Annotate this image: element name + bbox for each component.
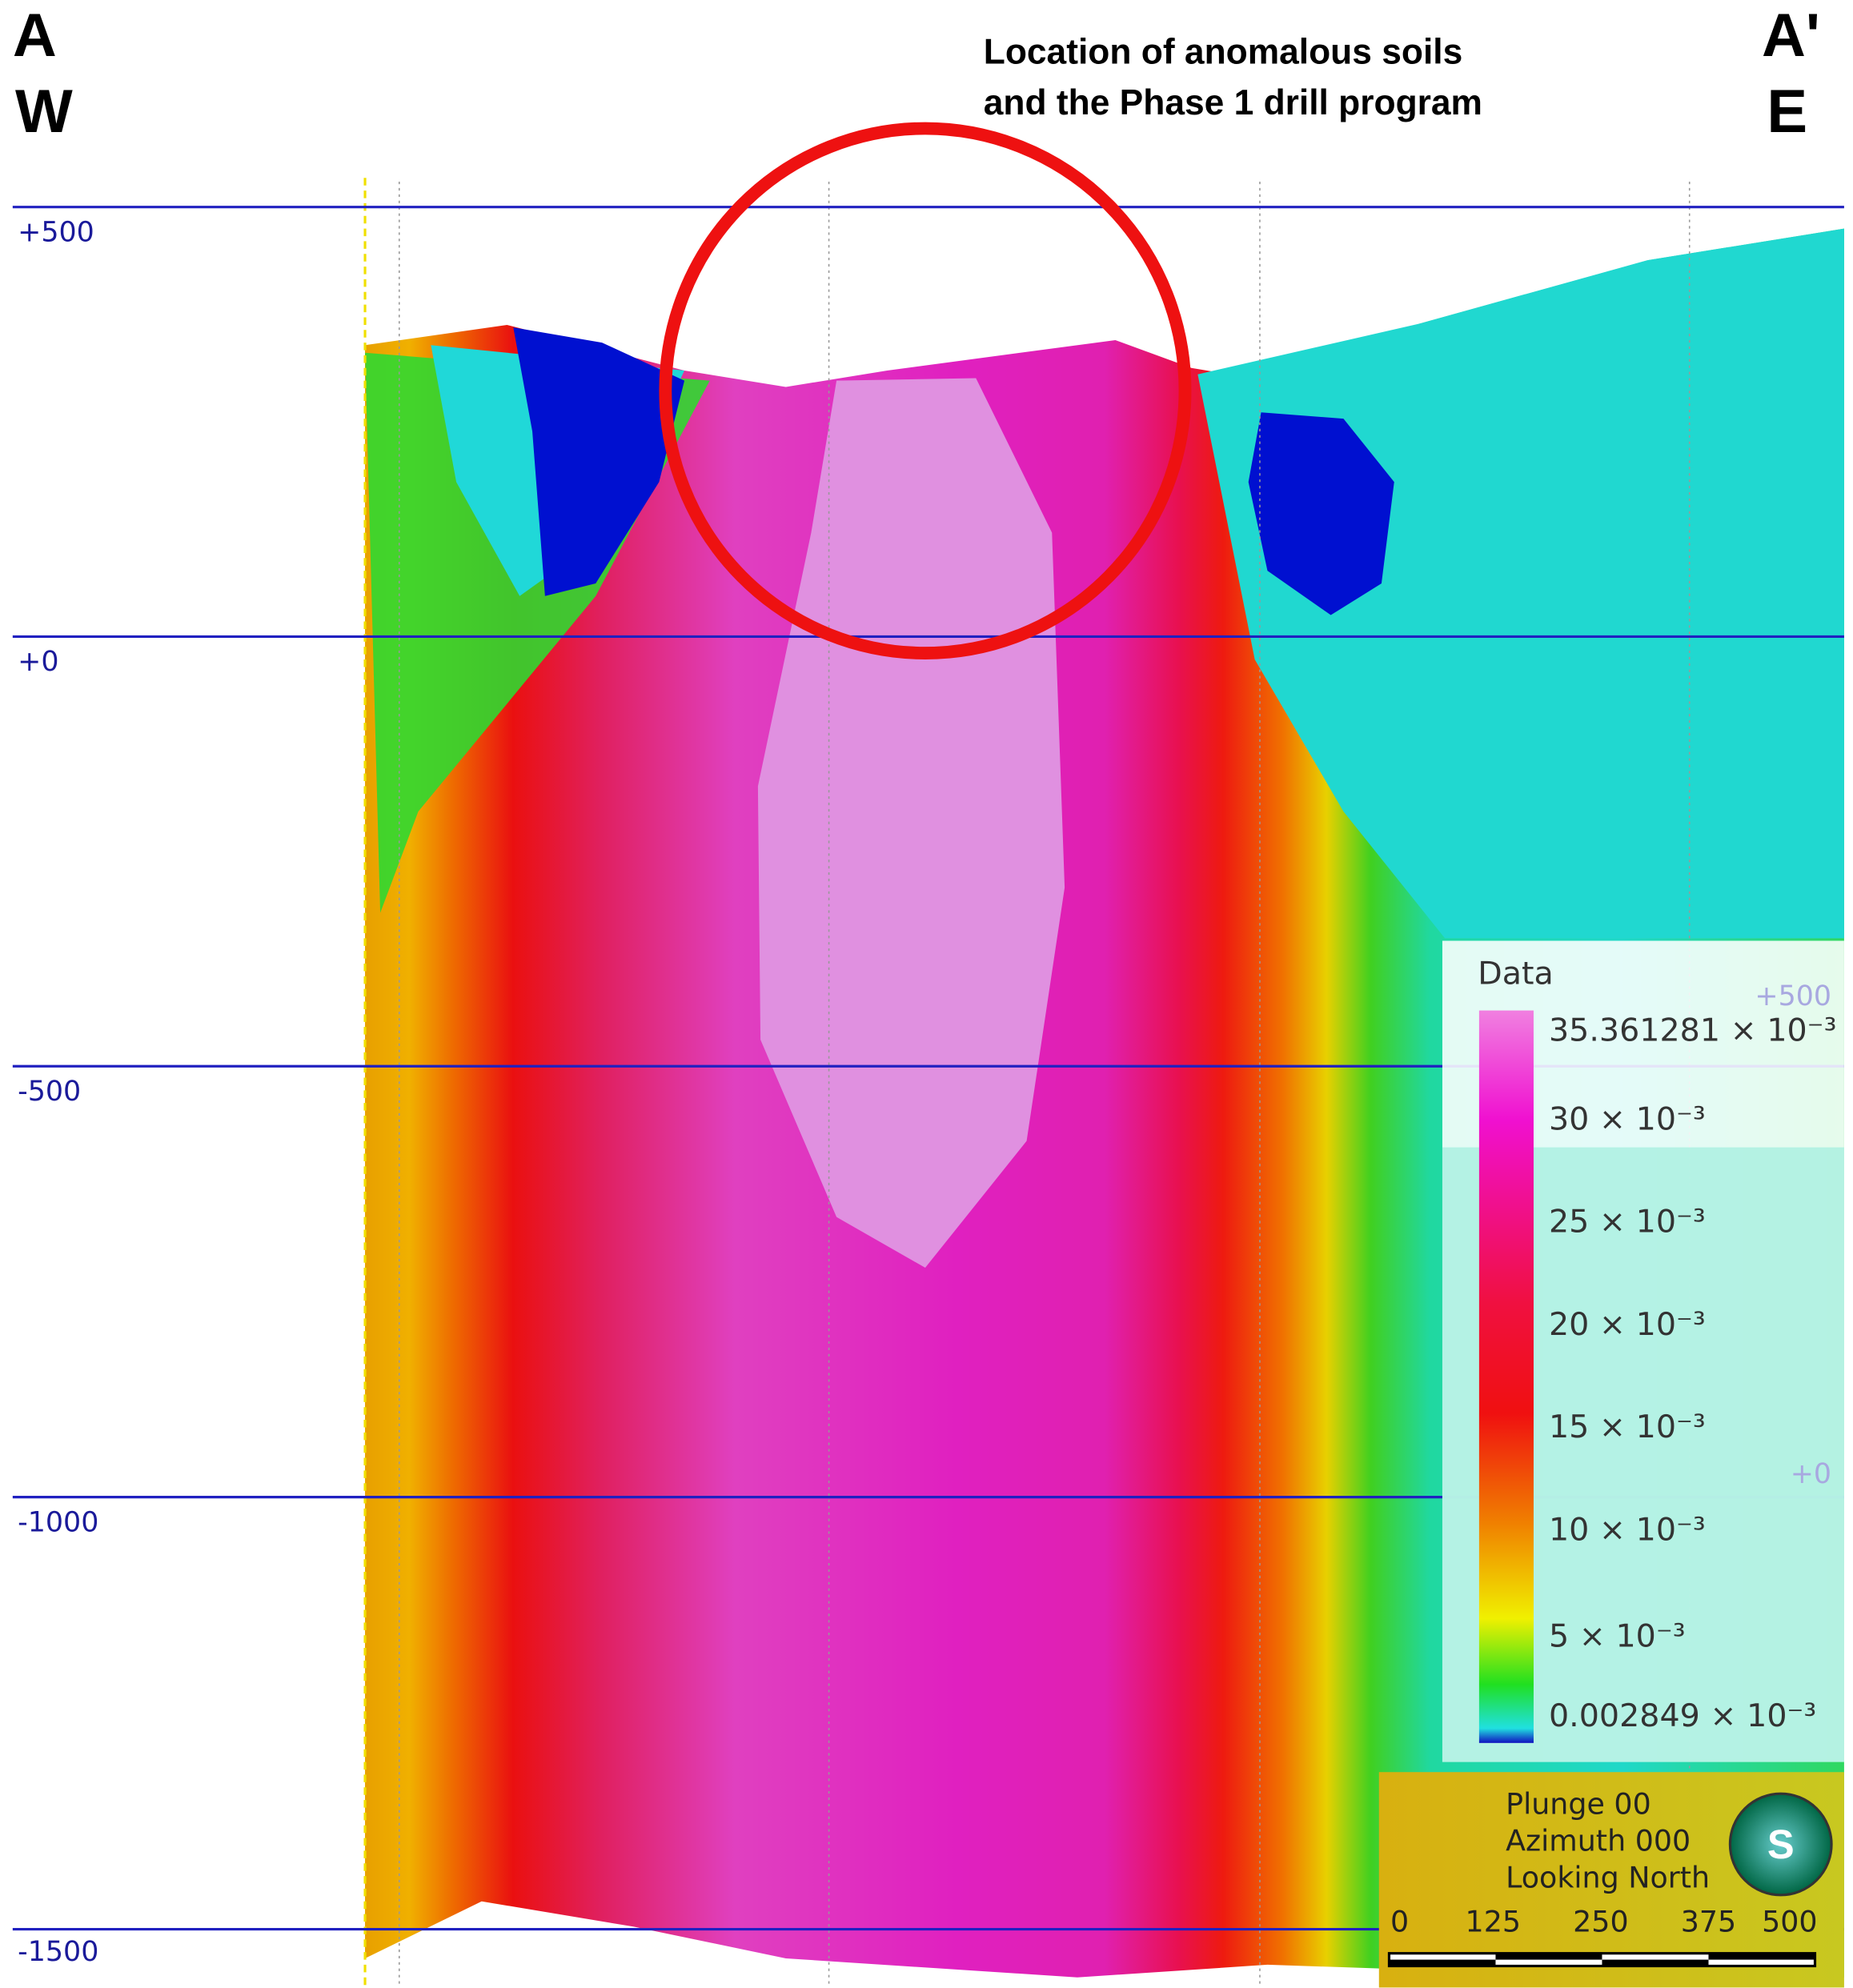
legend-label: 35.361281 × 10⁻³ [1549, 1012, 1836, 1049]
section-direction: W [15, 78, 73, 146]
section-direction: E [1767, 78, 1807, 146]
elevation-label: -1500 [18, 1936, 98, 1968]
color-bar [1478, 1010, 1534, 1743]
legend: Data +500 +0 35.361281 × 10⁻³ 30 × 10⁻³ … [1442, 940, 1844, 1762]
elevation-label: -500 [18, 1076, 81, 1108]
legend-label: 20 × 10⁻³ [1549, 1306, 1706, 1343]
highlight-circle [659, 122, 1192, 659]
legend-faint-label: +500 [1755, 980, 1831, 1012]
legend-label: 25 × 10⁻³ [1549, 1204, 1706, 1240]
legend-faint-label: +0 [1791, 1458, 1831, 1490]
legend-label: 30 × 10⁻³ [1549, 1100, 1706, 1137]
section-end-letter: A' [1762, 2, 1820, 70]
scale-label: 125 [1466, 1905, 1522, 1939]
view-info-line: Azimuth 000 [1506, 1823, 1691, 1858]
scale-label: 500 [1762, 1905, 1818, 1939]
view-info: Plunge 00 Azimuth 000 Looking North S 0 … [1378, 1772, 1844, 1988]
legend-title: Data [1478, 955, 1554, 992]
section-colors [363, 178, 1844, 1988]
view-info-line: Looking North [1506, 1860, 1710, 1894]
scale-label: 375 [1681, 1905, 1737, 1939]
legend-label: 10 × 10⁻³ [1549, 1511, 1706, 1548]
logo-letter: S [1767, 1822, 1795, 1867]
legend-label: 0.002849 × 10⁻³ [1549, 1697, 1816, 1734]
view-info-line: Plunge 00 [1506, 1786, 1651, 1821]
elevation-label: +0 [18, 646, 58, 678]
scale-label: 250 [1573, 1905, 1629, 1939]
elevation-label: -1000 [18, 1506, 98, 1538]
elevation-label: +500 [18, 216, 94, 248]
annotation: and the Phase 1 drill program [984, 83, 1482, 122]
annotation: Location of anomalous soils [984, 33, 1463, 72]
legend-label: 15 × 10⁻³ [1549, 1409, 1706, 1445]
legend-label: 5 × 10⁻³ [1549, 1617, 1686, 1654]
scale-label: 0 [1390, 1905, 1409, 1939]
section-end-letter: A [13, 2, 57, 70]
